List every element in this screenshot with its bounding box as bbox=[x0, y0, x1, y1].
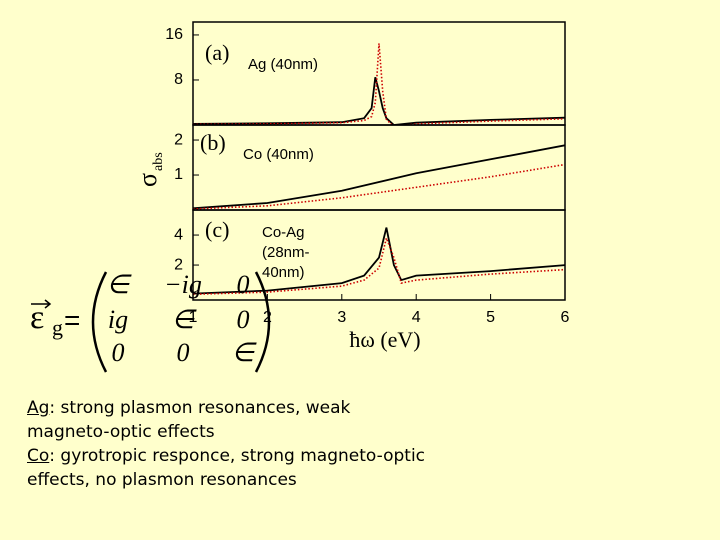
series-line bbox=[193, 227, 565, 295]
matrix-cell: 0 bbox=[237, 270, 250, 299]
series-line bbox=[193, 76, 565, 125]
x-axis-label: ħω (eV) bbox=[349, 327, 420, 352]
y-tick-label: 1 bbox=[174, 166, 183, 183]
series-line bbox=[193, 163, 565, 210]
x-tick-label: 6 bbox=[561, 309, 570, 326]
plot-frame bbox=[192, 124, 566, 211]
matrix-lhs-sub: g bbox=[52, 315, 63, 340]
x-tick-label: 4 bbox=[412, 309, 421, 326]
annotation: (28nm- bbox=[262, 244, 310, 261]
note-text: : gyrotropic responce, strong magneto-op… bbox=[27, 446, 426, 490]
y-axis-label-main: σ bbox=[133, 173, 162, 187]
matrix-cell: ∈ bbox=[107, 270, 133, 299]
annotation: Co (40nm) bbox=[243, 146, 314, 163]
series-line bbox=[193, 43, 565, 125]
matrix-cell: ig bbox=[108, 305, 128, 334]
y-tick-label: 8 bbox=[174, 71, 183, 88]
x-tick-label: 2 bbox=[263, 309, 272, 326]
y-tick-label: 4 bbox=[174, 226, 183, 243]
annotation: 40nm) bbox=[262, 264, 305, 281]
note-text: : strong plasmon resonances, weak magnet… bbox=[27, 398, 351, 442]
x-tick-label: 5 bbox=[486, 309, 495, 326]
y-tick-label: 2 bbox=[174, 256, 183, 273]
paren-left bbox=[91, 271, 108, 373]
y-tick-label: 2 bbox=[174, 131, 183, 148]
y-axis-label: σ abs bbox=[133, 152, 166, 187]
note: Co: gyrotropic responce, strong magneto-… bbox=[27, 444, 427, 492]
note-term: Ag bbox=[27, 398, 50, 418]
paren-right bbox=[254, 271, 271, 373]
note-term: Co bbox=[27, 446, 50, 466]
panel-label: (a) bbox=[205, 40, 229, 65]
matrix-cell: 0 bbox=[237, 305, 250, 334]
y-axis-label-sub: abs bbox=[151, 152, 166, 171]
matrix-lhs: ε bbox=[30, 299, 44, 336]
matrix-cell: ∈ bbox=[232, 338, 258, 367]
matrix-cell: 0 bbox=[177, 338, 190, 367]
matrix-cell: 0 bbox=[112, 338, 125, 367]
annotation: Co-Ag bbox=[262, 224, 305, 241]
matrix-eq: = bbox=[64, 304, 80, 335]
x-tick-label: 3 bbox=[337, 309, 346, 326]
annotation: Ag (40nm) bbox=[248, 56, 318, 73]
plot-frame bbox=[192, 21, 566, 126]
matrix-cell: −ig bbox=[164, 270, 202, 299]
plot-frame bbox=[192, 209, 566, 301]
panel-label: (b) bbox=[200, 130, 226, 155]
y-tick-label: 16 bbox=[165, 26, 183, 43]
series-line bbox=[193, 144, 565, 210]
matrix-cell: ∈ bbox=[172, 305, 198, 334]
x-tick-label: 1 bbox=[189, 309, 198, 326]
vector-arrow bbox=[31, 299, 52, 309]
notes: Ag: strong plasmon resonances, weak magn… bbox=[27, 396, 427, 492]
panel-label: (c) bbox=[205, 217, 229, 242]
note: Ag: strong plasmon resonances, weak magn… bbox=[27, 396, 427, 444]
